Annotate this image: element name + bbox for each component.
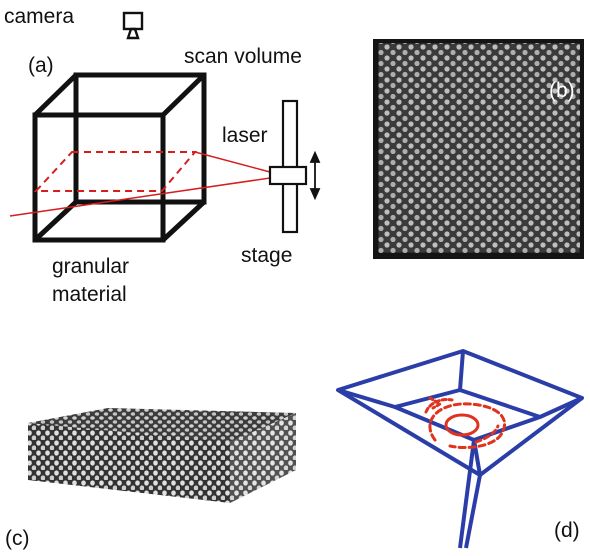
laser-beams <box>9 151 271 217</box>
panel-d-tag: (d) <box>554 519 580 542</box>
particle-trace <box>424 396 507 450</box>
panel-b-tag: (b) <box>549 79 575 102</box>
stage-motion-arrow-icon <box>309 150 321 201</box>
camera-icon <box>122 11 144 40</box>
reconstruction-side-face <box>230 413 296 503</box>
scan-slice-glow <box>379 44 579 252</box>
scan-volume-cube <box>32 72 207 243</box>
stage-label: stage <box>241 244 292 267</box>
panel-b: (b) <box>373 39 584 259</box>
camera-label: camera <box>4 5 74 28</box>
panel-d: (d) <box>336 349 584 549</box>
panel-c-tag: (c) <box>5 527 30 550</box>
laser-sheet <box>33 151 198 192</box>
stage <box>268 99 308 234</box>
laser-label: laser <box>222 124 268 147</box>
scan-volume-label: scan volume <box>184 45 302 68</box>
material-label-line2: material <box>52 283 127 306</box>
scan-slice-grains <box>378 43 580 253</box>
bounding-box-3d <box>336 349 584 549</box>
material-label-line1: granular <box>52 255 129 278</box>
panel-a: camera (a) scan volume laser <box>4 5 321 306</box>
panel-c: (c) <box>5 408 296 550</box>
reconstruction-front-face <box>28 423 230 503</box>
panel-a-tag: (a) <box>28 54 54 77</box>
